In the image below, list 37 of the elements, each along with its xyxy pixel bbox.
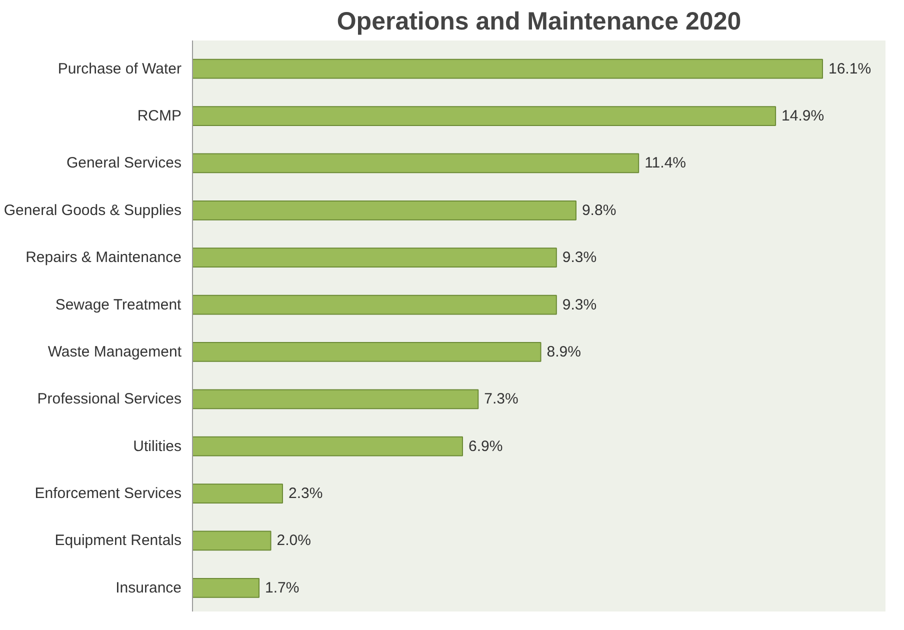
data-label: 7.3%: [484, 390, 518, 408]
bar: [192, 106, 776, 126]
y-tick-label: General Goods & Supplies: [4, 202, 182, 219]
bar: [192, 484, 283, 504]
data-label: 8.9%: [546, 343, 581, 360]
bar: [192, 294, 557, 315]
data-label: 2.0%: [276, 532, 311, 550]
y-tick-label: General Services: [66, 154, 182, 172]
bar: [192, 200, 576, 220]
y-tick-label: Sewage Treatment: [55, 296, 182, 314]
y-tick-label: Equipment Rentals: [54, 532, 182, 550]
bar: [192, 248, 557, 268]
y-tick-label: Professional Services: [37, 390, 182, 408]
data-label: 9.3%: [562, 249, 597, 266]
data-label: 11.4%: [644, 154, 686, 172]
bar: [192, 342, 542, 362]
data-label: 9.3%: [562, 296, 597, 314]
data-label: 1.7%: [265, 579, 300, 596]
bar: [192, 436, 463, 456]
y-tick-label: Purchase of Water: [58, 60, 182, 78]
data-label: 6.9%: [468, 438, 503, 455]
chart-title: Operations and Maintenance 2020: [336, 8, 742, 36]
data-label: 16.1%: [828, 60, 872, 78]
bar: [192, 58, 823, 79]
y-tick-label: Insurance: [116, 579, 182, 596]
data-label: 14.9%: [782, 108, 824, 125]
y-tick-label: RCMP: [137, 108, 182, 125]
y-tick-label: Utilities: [133, 438, 182, 455]
data-label: 9.8%: [582, 202, 616, 219]
bar: [192, 153, 640, 174]
bar: [192, 578, 260, 598]
bar: [192, 530, 272, 551]
data-label: 2.3%: [288, 485, 323, 502]
y-tick-label: Repairs & Maintenance: [26, 249, 182, 266]
y-tick-label: Enforcement Services: [34, 485, 182, 502]
y-tick-label: Waste Management: [48, 343, 182, 360]
bar: [192, 389, 479, 410]
